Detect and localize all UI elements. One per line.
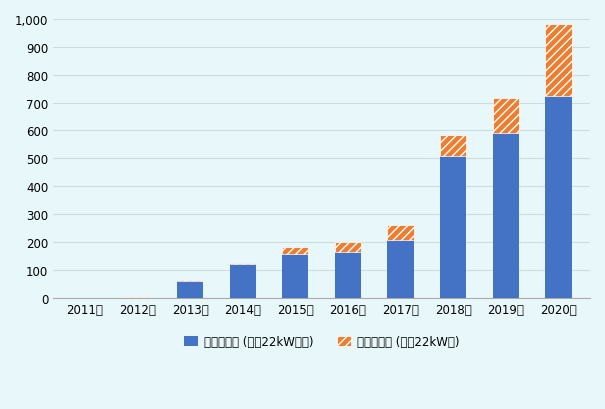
Legend: 普通充電器 (出力22kW以下), 急速充電器 (出力22kW超): 普通充電器 (出力22kW以下), 急速充電器 (出力22kW超) xyxy=(179,331,464,353)
Bar xyxy=(440,136,466,157)
Bar xyxy=(387,226,414,240)
Bar xyxy=(229,265,256,298)
Bar xyxy=(282,254,309,298)
Bar xyxy=(282,248,309,254)
Bar xyxy=(335,253,361,298)
Bar xyxy=(177,281,203,298)
Bar xyxy=(492,99,519,133)
Bar xyxy=(492,133,519,298)
Bar xyxy=(440,157,466,298)
Bar xyxy=(229,264,256,265)
Bar xyxy=(545,25,572,97)
Bar xyxy=(335,242,361,253)
Bar xyxy=(387,240,414,298)
Bar xyxy=(545,97,572,298)
